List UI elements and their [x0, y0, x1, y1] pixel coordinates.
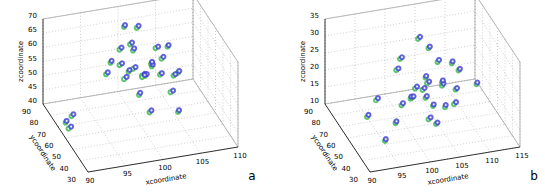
svg-text:60: 60: [28, 40, 37, 48]
svg-text:80: 80: [312, 119, 321, 127]
svg-text:65: 65: [28, 26, 37, 34]
svg-text:100: 100: [158, 164, 171, 172]
svg-text:90: 90: [22, 108, 31, 116]
svg-text:105: 105: [455, 162, 468, 170]
svg-text:25: 25: [310, 46, 319, 54]
svg-text:50: 50: [52, 153, 61, 161]
svg-text:30: 30: [310, 29, 319, 37]
svg-text:50: 50: [28, 69, 37, 77]
svg-text:60: 60: [45, 142, 54, 150]
svg-text:b: b: [530, 169, 538, 183]
svg-text:110: 110: [233, 152, 246, 160]
svg-text:60: 60: [327, 142, 336, 150]
svg-text:20: 20: [310, 63, 319, 71]
svg-text:95: 95: [398, 172, 407, 180]
svg-text:zcoordinate: zcoordinate: [299, 41, 307, 82]
svg-text:ycoordinate: ycoordinate: [310, 133, 340, 172]
svg-text:zcoordinate: zcoordinate: [17, 41, 25, 82]
svg-text:xcoordinate: xcoordinate: [427, 172, 469, 187]
svg-text:90: 90: [368, 177, 377, 185]
svg-text:70: 70: [37, 131, 46, 139]
svg-text:90: 90: [304, 108, 313, 116]
svg-text:40: 40: [60, 165, 69, 173]
svg-text:10: 10: [310, 97, 319, 105]
svg-text:15: 15: [310, 80, 319, 88]
svg-text:ycoordinate: ycoordinate: [28, 133, 58, 172]
svg-text:100: 100: [425, 167, 438, 175]
svg-text:70: 70: [28, 12, 37, 20]
svg-text:xcoordinate: xcoordinate: [145, 172, 187, 187]
svg-text:70: 70: [319, 131, 328, 139]
svg-text:30: 30: [349, 176, 358, 184]
svg-text:30: 30: [67, 176, 76, 184]
svg-text:50: 50: [334, 153, 343, 161]
svg-text:95: 95: [123, 170, 132, 178]
svg-text:a: a: [248, 169, 255, 183]
svg-text:45: 45: [28, 83, 37, 91]
svg-text:90: 90: [86, 177, 95, 185]
svg-text:40: 40: [28, 97, 37, 105]
svg-text:35: 35: [310, 12, 319, 20]
svg-text:110: 110: [485, 157, 498, 165]
svg-text:80: 80: [30, 119, 39, 127]
svg-text:55: 55: [28, 55, 37, 63]
svg-text:115: 115: [515, 152, 528, 160]
svg-text:40: 40: [342, 165, 351, 173]
svg-text:105: 105: [196, 158, 209, 166]
